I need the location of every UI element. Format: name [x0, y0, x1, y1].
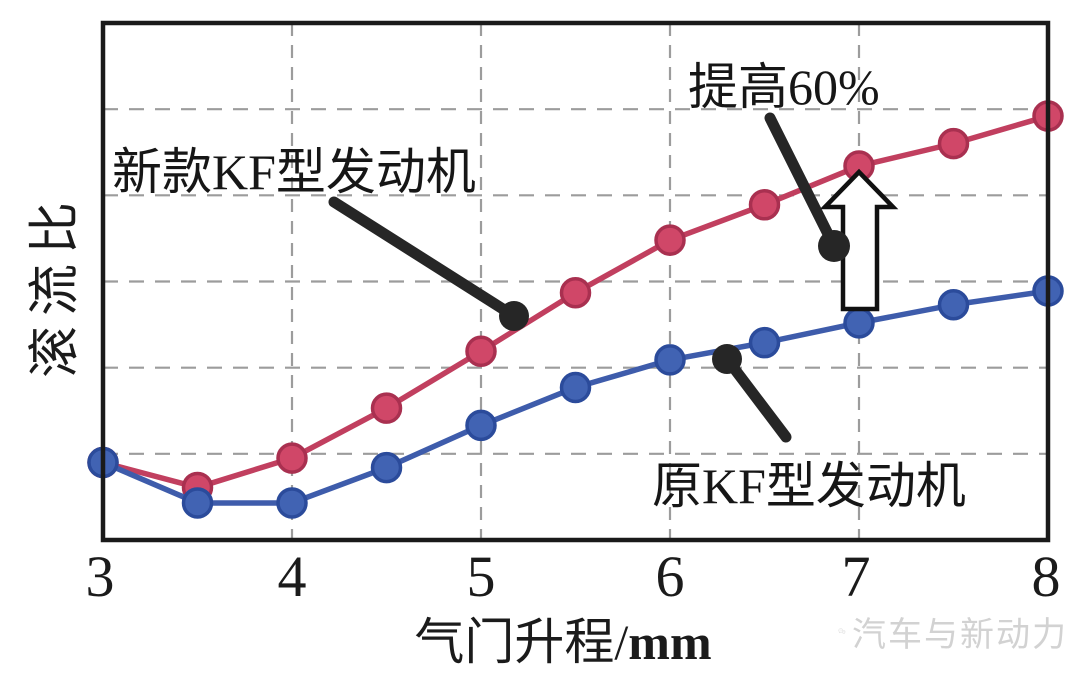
series-marker-blue	[370, 451, 403, 484]
x-axis-title-unit: mm	[628, 614, 712, 670]
series-marker-red	[370, 392, 403, 424]
annotation-improved-60pct: 提高60%	[688, 59, 880, 115]
series-marker-red	[276, 442, 308, 474]
x-axis-title-text: 气门升程/	[414, 614, 629, 670]
callout-line-new-kf	[328, 196, 520, 322]
wechat-bubbles-logo-icon	[838, 628, 846, 634]
series-marker-red	[937, 127, 970, 160]
series-marker-blue	[843, 307, 875, 339]
callout-dot-original-kf	[712, 344, 742, 374]
series-marker-red	[465, 335, 497, 368]
y-axis-title: 滚流比	[27, 191, 85, 379]
series-marker-blue	[654, 344, 686, 376]
series-marker-blue	[181, 487, 214, 519]
series-marker-red	[559, 276, 592, 309]
plot-border	[100, 20, 1051, 543]
up-arrow-improvement	[819, 168, 899, 312]
watermark-text: 汽车与新动力	[852, 615, 1068, 654]
series-marker-blue	[559, 371, 592, 404]
series-marker-red	[654, 224, 686, 256]
series-marker-blue	[937, 289, 970, 321]
series-marker-red	[748, 189, 781, 221]
series-marker-blue	[465, 409, 497, 442]
x-axis-title: 气门升程/mm	[414, 602, 711, 674]
annotation-original-kf-engine: 原KF型发动机	[652, 458, 966, 514]
series-marker-blue	[276, 487, 308, 519]
series-marker-blue	[748, 326, 781, 359]
annotation-new-kf-engine: 新款KF型发动机	[112, 144, 476, 200]
watermark: 汽车与新动力	[838, 604, 1068, 658]
x-tick-label-7: 7	[841, 544, 871, 609]
x-tick-label-8: 8	[1031, 544, 1061, 609]
callout-line-original-kf	[721, 353, 792, 443]
x-tick-label-5: 5	[466, 544, 496, 609]
callout-dot-improved-60pct	[818, 230, 850, 262]
callout-dot-new-kf	[499, 301, 529, 331]
callout-line-improved-60pct	[764, 112, 840, 252]
x-tick-label-6: 6	[655, 544, 685, 609]
x-tick-label-4: 4	[277, 544, 307, 609]
x-tick-label-3: 3	[85, 544, 115, 609]
